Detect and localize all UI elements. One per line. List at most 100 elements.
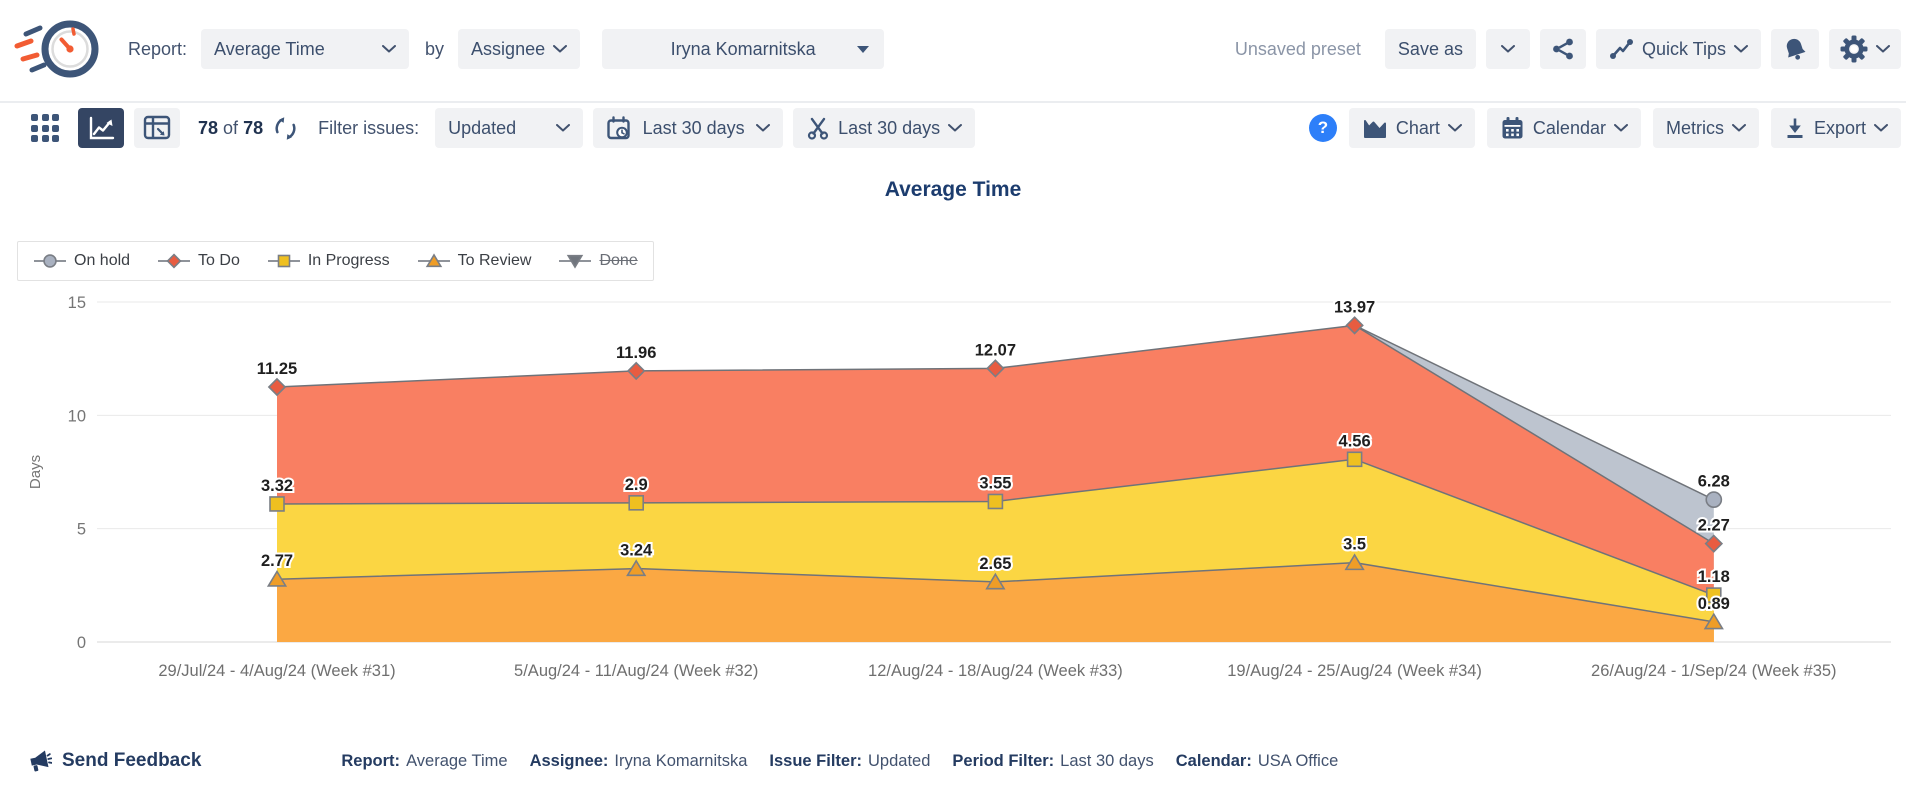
chart-title: Average Time [884, 178, 1022, 201]
chevron-down-icon [1734, 45, 1748, 53]
footer-item-value: Last 30 days [1060, 751, 1154, 770]
quick-tips-button[interactable]: Quick Tips [1595, 29, 1761, 69]
report-type-value: Average Time [214, 38, 325, 59]
legend-label: In Progress [307, 252, 390, 269]
chart-line-icon [89, 116, 115, 139]
by-label: by [425, 38, 445, 59]
refresh-button[interactable] [273, 116, 298, 141]
svg-text:11.25: 11.25 [257, 360, 297, 378]
legend-label: Done [599, 252, 638, 269]
triangle-down-icon [857, 45, 870, 53]
x-axis-labels: 29/Jul/24 - 4/Aug/24 (Week #31) 5/Aug/24 … [158, 662, 1836, 680]
svg-text:12.07: 12.07 [975, 341, 1016, 359]
report-type-select[interactable]: Average Time [201, 29, 410, 69]
svg-text:3.32: 3.32 [261, 477, 293, 495]
issue-filter-select[interactable]: Updated [435, 108, 584, 148]
export-menu-button[interactable]: Export [1770, 108, 1901, 148]
footer-summary: Report: Average Time Assignee: Iryna Komarn… [341, 752, 1338, 771]
chevron-down-icon [553, 45, 568, 53]
footer-item-label: Calendar: [1175, 751, 1252, 770]
chart-svg: 0 5 10 15 Days 29/Jul/24 - 4/Aug/24 (Week #31… [27, 294, 1891, 680]
footer-item-value: USA Office [1257, 751, 1339, 770]
scissors-icon [808, 117, 829, 140]
notifications-button[interactable] [1771, 29, 1819, 69]
help-button[interactable]: ? [1308, 114, 1337, 142]
legend-item-to-review[interactable]: To Review [417, 252, 532, 270]
chevron-down-icon [1500, 45, 1515, 53]
svg-text:12/Aug/24 - 18/Aug/24 (Week #3: 12/Aug/24 - 18/Aug/24 (Week #33) [868, 662, 1123, 680]
footer-item-label: Issue Filter: [769, 751, 863, 770]
chevron-down-icon [756, 124, 771, 132]
view-grid-button[interactable] [22, 108, 68, 148]
chart-value-labels: 6.28 11.25 11.96 12.07 13.97 2.27 3.32 2.9 3.55 4… [255, 296, 1732, 614]
quick-tips-icon [1609, 39, 1633, 59]
footer-item-value: Iryna Komarnitska [614, 751, 748, 770]
legend-label: To Review [457, 252, 532, 269]
send-feedback-button[interactable]: Send Feedback [26, 748, 201, 774]
view-pivot-button[interactable] [134, 108, 180, 148]
calendar-menu-button[interactable]: Calendar [1486, 108, 1641, 148]
top-header: Report: Average Time by Assignee Iryna K… [0, 0, 1906, 98]
footer-item: Calendar: USA Office [1176, 752, 1339, 771]
svg-text:15: 15 [68, 294, 86, 312]
svg-text:5/Aug/24 - 11/Aug/24 (Week #32: 5/Aug/24 - 11/Aug/24 (Week #32) [514, 662, 758, 680]
chevron-down-icon [382, 45, 397, 53]
footer-item-value: Updated [868, 751, 931, 770]
assignee-select[interactable]: Iryna Komarnitska [602, 29, 885, 69]
save-as-button[interactable]: Save as [1384, 29, 1476, 69]
footer-item-label: Assignee: [529, 751, 609, 770]
issues-count: 78 of 78 [198, 117, 264, 138]
pivot-table-icon [143, 115, 171, 140]
export-download-icon [1787, 118, 1803, 138]
toolbar-right: ? Chart Calendar Metr [1308, 108, 1901, 148]
footer-item-label: Period Filter: [952, 751, 1055, 770]
svg-text:29/Jul/24 - 4/Aug/24 (Week #31: 29/Jul/24 - 4/Aug/24 (Week #31) [158, 662, 395, 680]
legend-label: On hold [74, 252, 131, 269]
group-by-select[interactable]: Assignee [458, 29, 581, 69]
issue-filter-value: Updated [448, 117, 517, 138]
to-do-marker-icon [158, 253, 191, 269]
toolbar-left: 78 of 78 Filter issues: Updated [22, 108, 976, 148]
metrics-menu-button[interactable]: Metrics [1652, 108, 1759, 148]
share-button[interactable] [1539, 29, 1586, 69]
svg-text:3.5: 3.5 [1343, 536, 1366, 554]
save-options-button[interactable] [1485, 29, 1530, 69]
chart-legend: On hold To Do In Progress To Review Done [17, 241, 654, 281]
footer-item: Report: Average Time [341, 752, 507, 771]
grid-icon [31, 114, 59, 142]
view-chart-button[interactable] [78, 108, 124, 148]
chevron-down-icon [1447, 124, 1462, 132]
chevron-down-icon [1613, 124, 1628, 132]
settings-button[interactable] [1829, 29, 1901, 69]
period-filter-select[interactable]: Last 30 days [593, 108, 784, 148]
chart-menu-button[interactable]: Chart [1348, 108, 1475, 148]
svg-text:11.96: 11.96 [616, 344, 656, 362]
legend-item-on-hold[interactable]: On hold [33, 252, 130, 270]
done-marker-icon [559, 254, 592, 269]
chevron-down-icon [1731, 124, 1746, 132]
svg-text:1.18: 1.18 [1698, 568, 1730, 586]
svg-text:2.65: 2.65 [979, 555, 1011, 573]
chevron-down-icon [556, 124, 571, 132]
period-filter-value: Last 30 days [642, 117, 745, 138]
legend-item-in-progress[interactable]: In Progress [267, 252, 390, 270]
share-icon [1553, 38, 1573, 60]
gear-icon [1840, 35, 1868, 63]
legend-item-done[interactable]: Done [558, 252, 638, 270]
megaphone-icon [30, 750, 52, 772]
legend-label: To Do [198, 252, 240, 269]
svg-text:19/Aug/24 - 25/Aug/24 (Week #3: 19/Aug/24 - 25/Aug/24 (Week #34) [1227, 662, 1482, 680]
calendar-icon [1502, 116, 1523, 138]
chart-markers [266, 316, 1724, 630]
app-logo-icon [14, 20, 99, 78]
svg-text:26/Aug/24 - 1/Sep/24 (Week #35: 26/Aug/24 - 1/Sep/24 (Week #35) [1591, 662, 1837, 680]
trim-filter-value: Last 30 days [838, 117, 941, 138]
view-toolbar: 78 of 78 Filter issues: Updated [0, 101, 1906, 153]
chevron-down-icon [948, 124, 963, 132]
svg-text:2.77: 2.77 [261, 552, 293, 570]
legend-item-to-do[interactable]: To Do [157, 252, 240, 270]
trim-filter-select[interactable]: Last 30 days [793, 108, 976, 148]
footer-item-value: Average Time [406, 751, 508, 770]
filter-issues-label: Filter issues: [318, 117, 420, 138]
